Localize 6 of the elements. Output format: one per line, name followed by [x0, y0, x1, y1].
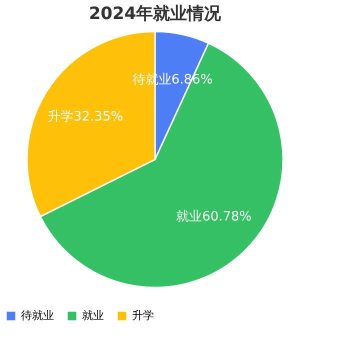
- legend-label: 待就业: [21, 309, 54, 322]
- legend-label: 升学: [132, 309, 154, 322]
- legend-label: 就业: [82, 309, 104, 322]
- data-label: 升学32.35%: [47, 109, 124, 124]
- chart-title: 2024年就业情况: [88, 4, 222, 24]
- data-label: 就业60.78%: [176, 210, 252, 225]
